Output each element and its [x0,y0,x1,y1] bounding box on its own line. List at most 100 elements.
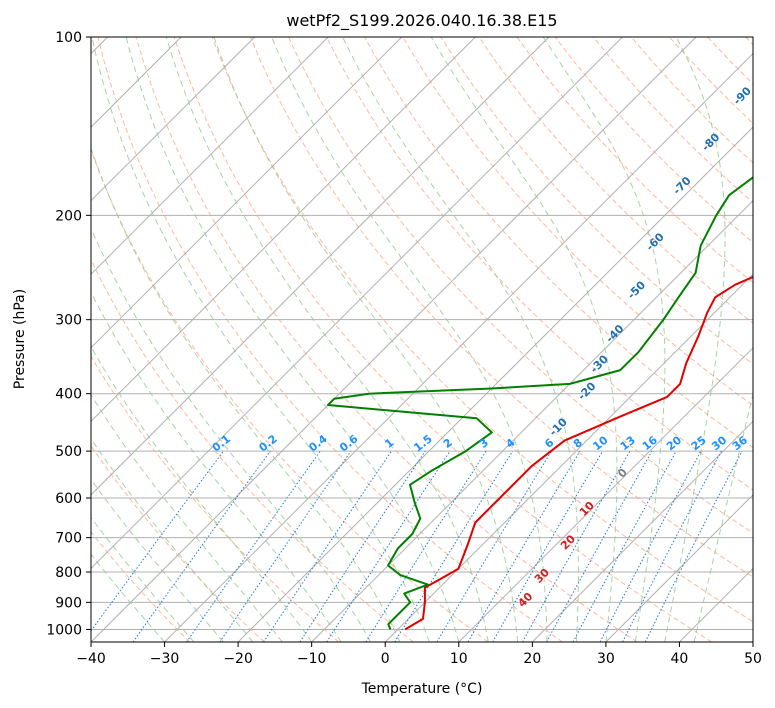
dry-adiabat-label: -90 [731,84,754,107]
moist-adiabat-line [165,37,489,642]
y-axis-label: Pressure (hPa) [12,289,28,389]
dry-adiabat-line [97,37,563,642]
mixing-ratio-line [299,450,426,642]
moist-adiabat-line [91,394,283,642]
dry-adiabat-line [91,355,340,642]
x-tick-label: −40 [76,651,106,667]
x-axis-label: Temperature (°C) [361,681,483,697]
dry-adiabat-line [211,37,753,623]
moist-adiabat-line [91,37,430,642]
mixing-ratio-label: 20 [664,433,684,453]
y-tick-label: 200 [55,208,82,224]
x-tick-label: 10 [450,651,468,667]
x-tick-label: −30 [150,651,180,667]
moist-adiabat-line [91,553,165,642]
isotherm-line [91,37,403,349]
isotherm-line [752,641,753,642]
dry-adiabat-label: -80 [699,130,722,153]
y-tick-label: 300 [55,313,82,329]
dry-adiabat-label: -20 [575,379,598,402]
x-tick-label: −10 [297,651,327,667]
y-tick-label: 800 [55,565,82,581]
isotherm-line [91,37,329,275]
mixing-ratio-label: 13 [618,434,638,454]
mixing-ratio-line [91,450,224,632]
moist-adiabat-line [91,291,342,642]
dry-adiabat-label: -40 [603,322,626,345]
mixing-ratio-line [365,450,487,642]
mixing-ratio-line [394,450,514,642]
moist-adiabat-line [91,437,254,642]
dry-adiabat-line [91,445,265,642]
mixing-ratio-line [436,450,552,642]
mixing-ratio-line [622,450,722,642]
moist-adiabat-line [91,478,224,642]
mixing-ratio-line [572,450,677,642]
moist-adiabat-line [91,345,313,642]
dry-adiabat-line [669,37,753,125]
mixing-ratio-label: 10 [590,433,610,453]
mixing-ratio-label: 1 [382,436,396,451]
dry-adiabat-line [364,37,753,449]
isotherm-line [237,126,753,642]
moist-adiabat-label: 40 [515,590,535,610]
x-tick-label: 40 [671,651,689,667]
moist-adiabat-line [542,37,666,642]
mixing-ratio-label: 3 [477,436,491,451]
dry-adiabat-line [707,37,753,85]
isotherm-line [91,37,623,570]
moist-adiabat-line [91,146,401,642]
moist-adiabat-line [430,37,618,642]
dry-adiabat-line [516,37,753,284]
moist-adiabat-line [125,37,460,642]
moist-adiabat-line [664,37,726,642]
y-tick-label: 400 [55,387,82,403]
mixing-ratio-label: 36 [730,433,750,453]
dry-adiabat-line [91,148,489,642]
moist-adiabat-label: 30 [532,566,552,586]
isotherm-line [458,347,753,642]
y-tick-label: 500 [55,444,82,460]
dry-adiabat-label: -30 [588,352,611,375]
isotherm-line [164,52,753,642]
mixing-ratio-line [219,450,352,642]
mixing-ratio-label: 25 [689,434,709,454]
dry-adiabat-label: -10 [547,415,570,438]
dry-adiabat-label: -100 [759,33,775,62]
dry-adiabat-line [135,37,638,642]
x-tick-label: 50 [744,651,762,667]
dry-adiabat-line [745,37,753,46]
dry-adiabat-label: -50 [625,278,648,301]
dry-adiabat-line [249,37,753,578]
y-tick-label: 1000 [46,622,82,638]
isotherm-line [91,37,476,423]
moist-adiabat-line [91,227,371,642]
temperature-profile-line [404,275,753,631]
moist-adiabat-line [693,392,753,642]
mixing-ratio-line [599,450,702,642]
mixing-ratio-line [546,450,653,642]
isotherm-line [679,567,753,642]
plot-frame [90,36,754,643]
isotherm-line [91,37,697,642]
isotherm-line [605,494,753,642]
mixing-ratio-line [132,450,271,642]
moist-adiabat-line [213,37,519,642]
dewpoint-profile-line [327,176,753,630]
isotherm-line [531,420,753,642]
moist-adiabat-line [91,516,195,642]
x-tick-label: −20 [223,651,253,667]
dry-adiabat-line [402,37,753,407]
dry-adiabat-line [91,258,414,642]
isotherm-line [311,199,753,642]
mixing-ratio-line [522,450,631,642]
mixing-ratio-label: 30 [709,433,729,453]
isotherm-line [91,37,550,496]
dry-adiabat-line [478,37,753,324]
moist-adiabat-label: 10 [577,499,597,519]
mixing-ratio-line [263,450,392,642]
x-tick-label: 20 [523,651,541,667]
chart-title: wetPf2_S199.2026.040.16.38.E15 [286,11,557,31]
y-tick-label: 600 [55,491,82,507]
